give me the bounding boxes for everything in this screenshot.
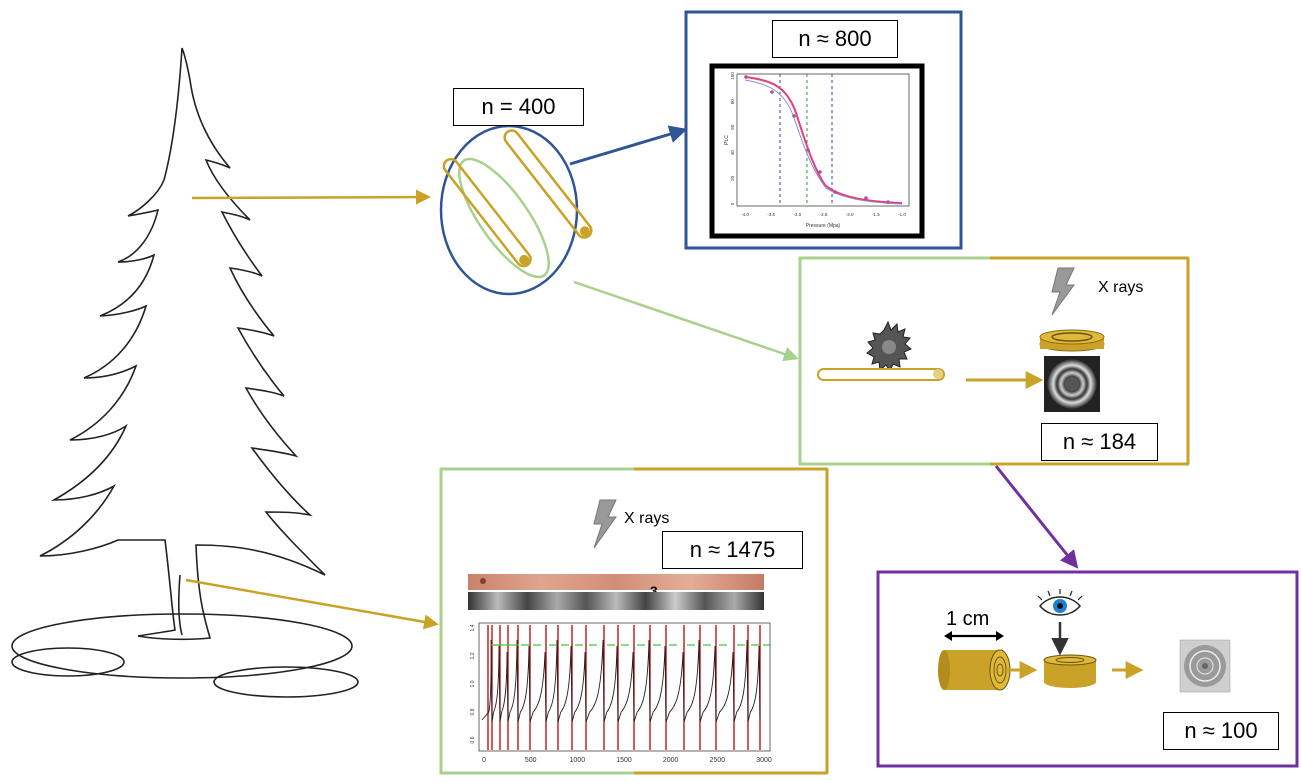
vulnerability-curve-chart: -4.0 -3.5 -3.0 -2.5 -2.0 -1.5 -1.0 0 20 40 60 80 10…: [724, 72, 910, 229]
density-x-tick: 1500: [616, 757, 632, 764]
cores-to-vulnerability-arrow: [569, 125, 688, 166]
vulnerability-y-tick: 40: [730, 150, 735, 156]
ring-number: 3: [650, 583, 658, 599]
vulnerability-x-tick: -3.0: [793, 212, 801, 217]
vulnerability-y-tick: 80: [730, 99, 735, 105]
vulnerability-x-tick: -1.0: [898, 212, 906, 217]
vulnerability-y-tick: 20: [730, 175, 735, 181]
xrays-label-1: X rays: [1098, 279, 1143, 296]
density-y-tick: 0.8: [470, 708, 476, 715]
vulnerability-y-tick: 0: [730, 202, 735, 205]
vulnerability-y-tick: 60: [730, 124, 735, 130]
vulnerability-x-tick: -2.0: [846, 212, 854, 217]
vulnerability-x-tick: -3.5: [767, 212, 775, 217]
density-y-tick: 1.2: [470, 652, 476, 659]
density-x-tick: 2000: [663, 757, 679, 764]
core-stick: [817, 368, 945, 381]
vulnerability-xlabel: Pressure (Mpa): [806, 223, 841, 229]
density-y-tick: 1.0: [470, 680, 476, 687]
wood-core-samples: [439, 124, 593, 296]
density-x-tick: 3000: [756, 757, 772, 764]
cores-to-xray-arrow: [573, 280, 799, 362]
trunk-to-density-arrow: [185, 578, 439, 630]
tree-to-cores-arrow: [191, 189, 431, 205]
lightning-icon: [1051, 267, 1075, 316]
circular-saw-icon: [866, 320, 912, 373]
xrays-label-2: X rays: [624, 510, 669, 527]
lightning-icon-2: [593, 499, 617, 549]
half-disc-icon: [1043, 654, 1097, 688]
density-x-tick: 2500: [710, 757, 726, 764]
scale-label: 1 cm: [946, 608, 990, 630]
density-x-tick: 0: [482, 757, 486, 764]
x-ray-disc-image: [1044, 356, 1100, 412]
density-x-tick: 500: [525, 757, 537, 764]
scale-arrow: [944, 631, 1004, 641]
vulnerability-ylabel: PLC: [724, 135, 730, 145]
n-xray-disc-label: n ≈ 184: [1041, 423, 1158, 461]
density-x-tick: 1000: [570, 757, 586, 764]
eye-icon: [1037, 589, 1083, 616]
wood-strip-image: 3: [468, 574, 764, 610]
density-y-tick: 1.4: [470, 624, 476, 631]
density-profile-chart: 0 500 1000 1500 2000 2500 3000 0.6 0.8 1.0 1.2 1.4: [470, 622, 772, 764]
vulnerability-x-tick: -4.0: [741, 212, 749, 217]
vulnerability-x-tick: -1.5: [872, 212, 880, 217]
n-cores-label: n = 400: [453, 88, 584, 126]
density-y-tick: 0.6: [470, 736, 476, 743]
n-visual-label: n ≈ 100: [1163, 712, 1279, 750]
xray-to-visual-arrow: [994, 465, 1079, 569]
n-density-label: n ≈ 1475: [662, 531, 803, 569]
disc-photo-icon: [1179, 639, 1231, 693]
vulnerability-x-tick: -2.5: [820, 212, 828, 217]
wood-disc-icon: [1039, 329, 1105, 352]
n-vulnerability-label: n ≈ 800: [772, 20, 898, 58]
vulnerability-plot-frame: [709, 63, 925, 239]
vulnerability-y-tick: 100: [730, 72, 735, 80]
tree-outline: [11, 47, 359, 698]
wood-roll-icon: [938, 649, 1011, 691]
